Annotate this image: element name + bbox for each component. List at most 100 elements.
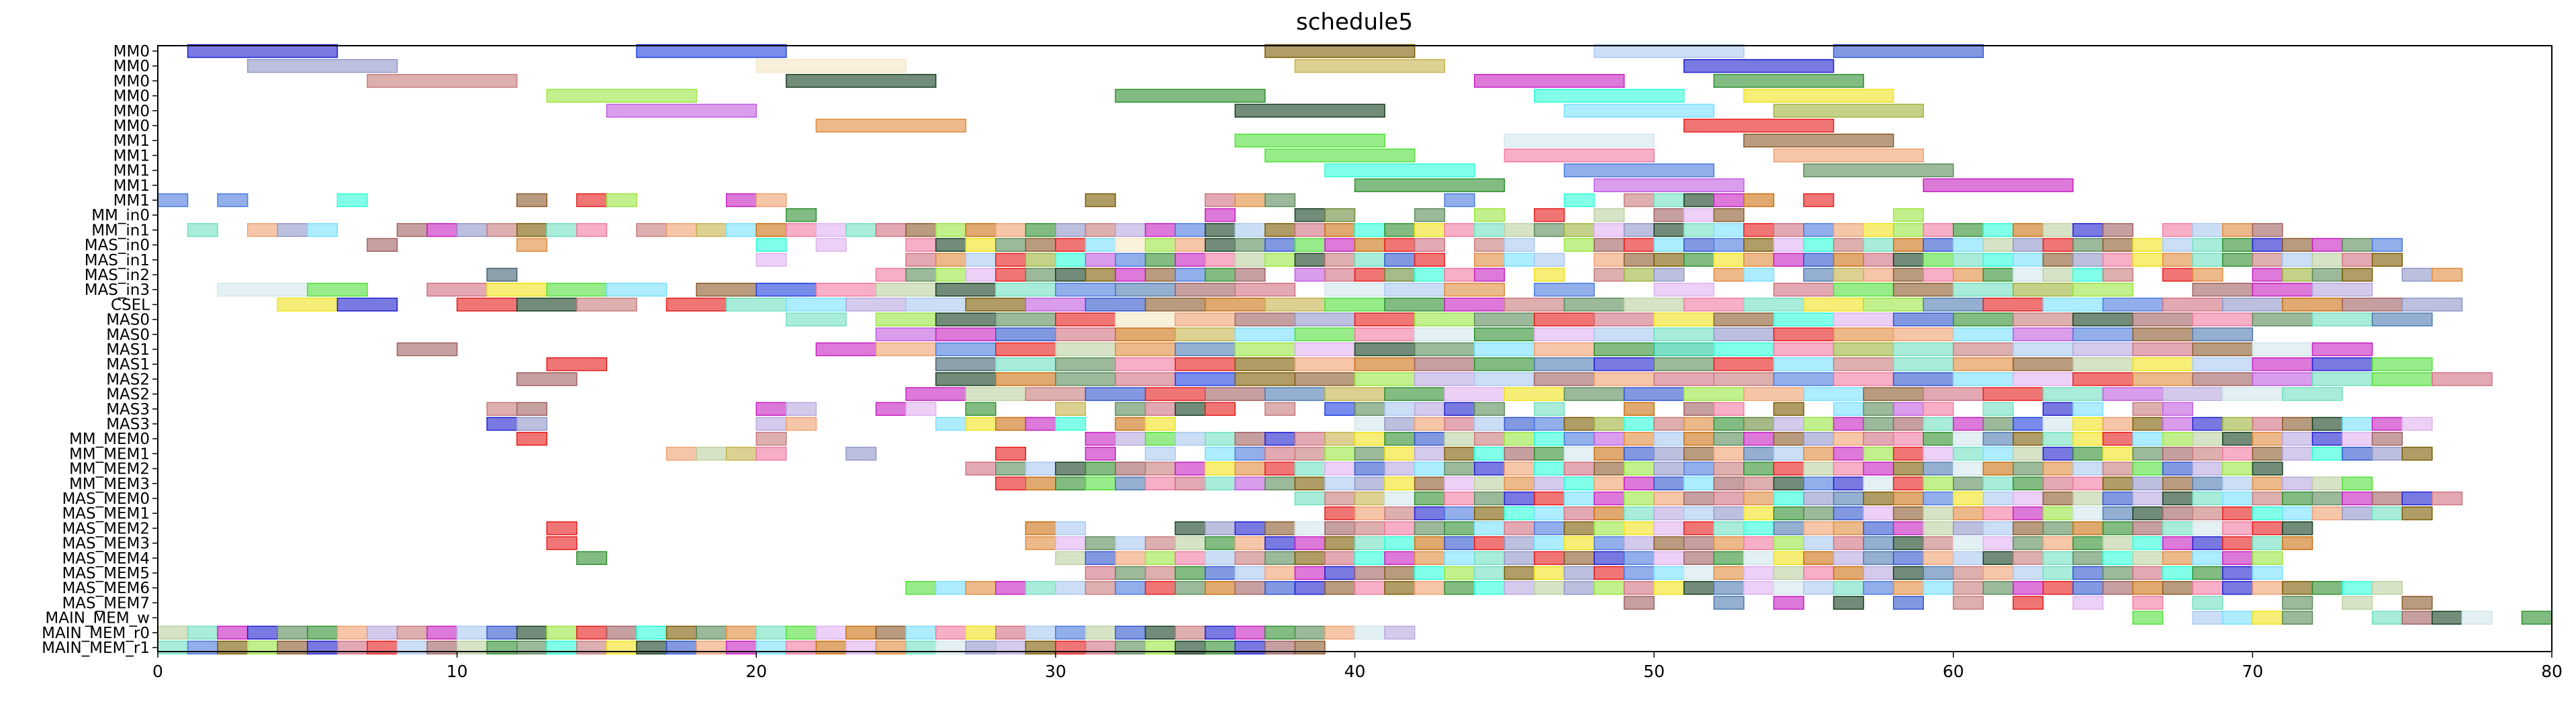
y-tick-label: MAS_in0	[85, 237, 150, 255]
schedule-bar	[1324, 267, 1356, 282]
schedule-bar	[786, 74, 937, 88]
schedule-bar	[965, 223, 997, 237]
schedule-bar	[1264, 625, 1296, 640]
y-tick-label: MAIN_MEM_w	[45, 610, 150, 627]
schedule-bar	[1653, 238, 1685, 252]
schedule-bar	[875, 223, 907, 237]
schedule-bar	[1474, 402, 1506, 416]
schedule-bar	[1743, 431, 1775, 446]
schedule-bar	[1892, 491, 1924, 506]
schedule-bar	[1384, 551, 1416, 566]
schedule-bar	[576, 625, 608, 640]
y-axis-labels: MM0MM0MM0MM0MM0MM0MM1MM1MM1MM1MM1MM_in0M…	[42, 43, 158, 657]
schedule-bar	[1982, 267, 2014, 282]
schedule-bar	[1264, 238, 1296, 252]
schedule-bar	[2132, 431, 2164, 446]
schedule-bar	[1025, 625, 1056, 640]
schedule-bar	[1653, 357, 1714, 371]
schedule-bar	[1115, 461, 1146, 476]
schedule-bar	[396, 342, 458, 357]
schedule-bar	[2162, 580, 2193, 595]
schedule-bar	[1683, 208, 1714, 222]
schedule-bar	[1892, 461, 1924, 476]
schedule-bar	[2371, 580, 2403, 595]
y-tick-label: MM_MEM3	[69, 476, 150, 493]
schedule-bar	[1833, 44, 1984, 58]
schedule-bar	[1504, 476, 1535, 491]
schedule-bar	[1653, 580, 1685, 595]
schedule-bar	[2072, 596, 2104, 610]
y-tick-label: MAS_in3	[85, 281, 150, 299]
schedule-bar	[2162, 223, 2193, 237]
schedule-bar	[1563, 551, 1595, 566]
schedule-bar	[1623, 431, 1655, 446]
schedule-bar	[935, 372, 997, 386]
schedule-bar	[1953, 521, 1984, 535]
schedule-bar	[2102, 416, 2133, 431]
schedule-bar	[1683, 387, 1745, 401]
schedule-bar	[1773, 402, 1804, 416]
x-tick-label: 10	[447, 662, 468, 681]
schedule-bar	[1175, 580, 1206, 595]
schedule-bar	[875, 342, 937, 357]
schedule-bar	[1773, 447, 1804, 461]
schedule-bar	[755, 625, 787, 640]
schedule-bar	[2192, 536, 2223, 550]
schedule-bar	[1923, 238, 1954, 252]
schedule-bar	[1474, 372, 1535, 386]
schedule-bar	[786, 625, 817, 640]
schedule-bar	[1384, 625, 1416, 640]
schedule-bar	[1354, 342, 1416, 357]
schedule-bar	[1773, 596, 1804, 610]
schedule-bar	[1863, 536, 1894, 550]
schedule-bar	[1563, 476, 1595, 491]
schedule-bar	[1055, 536, 1087, 550]
schedule-bar	[1982, 223, 2014, 237]
schedule-bar	[1773, 551, 1804, 566]
schedule-bar	[2252, 506, 2283, 521]
schedule-bar	[1354, 566, 1385, 580]
schedule-bar	[1594, 491, 1625, 506]
schedule-bar	[1085, 193, 1116, 208]
schedule-bar	[1653, 506, 1685, 521]
schedule-bar	[1474, 551, 1506, 566]
schedule-bar	[1563, 580, 1595, 595]
schedule-bar	[725, 298, 787, 312]
schedule-bar	[1115, 282, 1176, 297]
schedule-bar	[1803, 506, 1835, 521]
schedule-bar	[1713, 431, 1745, 446]
schedule-bar	[1683, 580, 1714, 595]
schedule-bar	[1653, 327, 1714, 342]
schedule-bar	[1653, 566, 1685, 580]
schedule-bar	[546, 223, 578, 237]
schedule-bar	[516, 193, 548, 208]
schedule-bar	[1892, 521, 1924, 535]
schedule-bar	[1683, 461, 1714, 476]
schedule-bar	[1085, 447, 1116, 461]
schedule-bar	[2192, 611, 2223, 625]
schedule-bar	[2282, 580, 2313, 595]
schedule-bar	[1833, 506, 1864, 521]
schedule-bar	[1414, 402, 1445, 416]
schedule-bar	[2132, 491, 2164, 506]
schedule-bar	[2432, 491, 2463, 506]
schedule-bar	[1623, 267, 1655, 282]
schedule-bar	[2132, 551, 2164, 566]
y-tick-label: MAS_MEM2	[62, 520, 150, 537]
schedule-bar	[2371, 312, 2433, 326]
x-tick-label: 30	[1045, 662, 1066, 681]
schedule-bar	[1055, 267, 1087, 282]
schedule-bar	[1115, 402, 1146, 416]
schedule-bar	[1683, 238, 1714, 252]
schedule-bar	[1594, 178, 1745, 193]
schedule-bar	[2072, 372, 2133, 386]
schedule-bar	[1833, 327, 1894, 342]
schedule-bar	[1144, 566, 1176, 580]
schedule-bar	[1923, 476, 1954, 491]
schedule-bar	[2013, 416, 2044, 431]
schedule-bar	[1324, 253, 1356, 267]
schedule-bar	[1563, 387, 1625, 401]
schedule-bar	[2132, 402, 2164, 416]
schedule-bar	[486, 625, 518, 640]
schedule-bar	[546, 282, 608, 297]
